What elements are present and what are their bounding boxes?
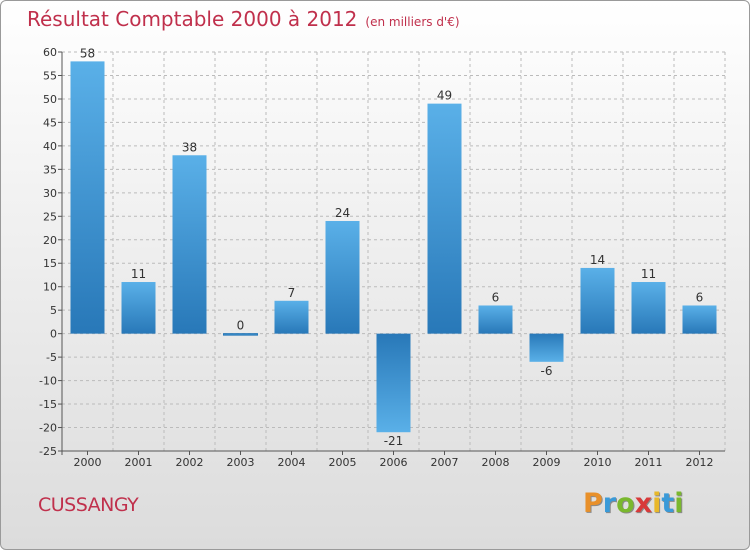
x-tick-label-2001: 2001: [125, 456, 153, 469]
bar-2005[interactable]: [325, 220, 360, 334]
bar-2007[interactable]: [427, 103, 462, 334]
logo-letter-2: o: [616, 488, 635, 519]
bar-2001[interactable]: [121, 282, 156, 334]
bar-2003[interactable]: [223, 333, 258, 336]
logo-letter-4: i: [652, 488, 662, 519]
x-tick-label-2012: 2012: [686, 456, 714, 469]
x-tick-label-2010: 2010: [584, 456, 612, 469]
logo-letter-3: x: [634, 488, 653, 519]
x-tick-label-2003: 2003: [227, 456, 255, 469]
y-tick-label-1: 55: [43, 69, 57, 82]
value-label-2006: -21: [384, 434, 404, 448]
chart-title: Résultat Comptable 2000 à 2012 (en millie…: [27, 7, 460, 31]
value-label-2004: 7: [288, 286, 296, 300]
y-tick-label-7: 25: [43, 210, 57, 223]
y-tick-label-13: -5: [46, 351, 57, 364]
x-tick-label-2006: 2006: [380, 456, 408, 469]
value-label-2009: -6: [541, 364, 553, 378]
bar-2006[interactable]: [376, 333, 411, 433]
y-tick-label-2: 50: [43, 93, 57, 106]
x-tick-label-2011: 2011: [635, 456, 663, 469]
y-tick-label-0: 60: [43, 46, 57, 59]
value-label-2011: 11: [641, 267, 656, 281]
value-label-2008: 6: [492, 290, 500, 304]
x-tick-label-2000: 2000: [74, 456, 102, 469]
logo-letter-0: P: [583, 488, 603, 519]
title-text: Résultat Comptable 2000 à 2012: [27, 7, 358, 31]
bar-2009[interactable]: [529, 333, 564, 362]
proxiti-logo[interactable]: Proxiti: [583, 488, 684, 519]
x-tick-label-2002: 2002: [176, 456, 204, 469]
y-tick-label-17: -25: [39, 445, 57, 458]
y-tick-label-3: 45: [43, 116, 57, 129]
x-tick-label-2005: 2005: [329, 456, 357, 469]
y-tick-label-15: -15: [39, 398, 57, 411]
x-tick-label-2008: 2008: [482, 456, 510, 469]
y-tick-label-11: 5: [50, 304, 57, 317]
bar-layer: 58 11 38 0 7 24 -21 49 6 -6 14 11 6: [70, 46, 717, 448]
y-tick-label-16: -20: [39, 422, 57, 435]
x-tick-label-2004: 2004: [278, 456, 306, 469]
y-tick-label-14: -10: [39, 375, 57, 388]
town-name: CUSSANGY: [38, 494, 139, 516]
y-tick-label-8: 20: [43, 234, 57, 247]
x-tick-label-2007: 2007: [431, 456, 459, 469]
value-label-2012: 6: [696, 290, 704, 304]
y-tick-label-12: 0: [50, 328, 57, 341]
bar-2011[interactable]: [631, 282, 666, 334]
value-label-2002: 38: [182, 140, 197, 154]
y-tick-label-6: 30: [43, 187, 57, 200]
value-label-2010: 14: [590, 253, 605, 267]
logo-letter-1: r: [602, 488, 617, 519]
bar-2008[interactable]: [478, 305, 513, 334]
axis-layer: 605550454035302520151050-5-10-15-20-2520…: [39, 46, 725, 469]
title-unit: (en milliers d'€): [365, 15, 460, 29]
bar-2010[interactable]: [580, 267, 615, 334]
logo-letter-5: t: [661, 488, 675, 519]
bar-2000[interactable]: [70, 61, 105, 334]
y-tick-label-10: 10: [43, 281, 57, 294]
y-tick-label-9: 15: [43, 257, 57, 270]
logo-letter-6: i: [674, 488, 684, 519]
value-label-2003: 0: [237, 319, 245, 333]
bar-2004[interactable]: [274, 300, 309, 334]
bar-2012[interactable]: [682, 305, 717, 334]
value-label-2001: 11: [131, 267, 146, 281]
bar-2002[interactable]: [172, 155, 207, 334]
y-tick-label-4: 40: [43, 140, 57, 153]
value-label-2005: 24: [335, 206, 350, 220]
y-tick-label-5: 35: [43, 163, 57, 176]
value-label-2007: 49: [437, 89, 452, 103]
value-label-2000: 58: [80, 46, 95, 60]
x-tick-label-2009: 2009: [533, 456, 561, 469]
